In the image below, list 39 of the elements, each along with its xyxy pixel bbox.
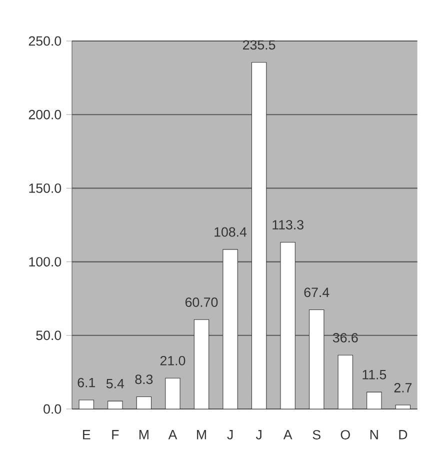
bar [309, 310, 324, 409]
bar [165, 378, 180, 409]
y-tick-label: 0.0 [44, 404, 62, 414]
x-tick-label: D [399, 430, 408, 440]
x-tick-label: O [340, 430, 350, 440]
bar [194, 319, 210, 409]
data-label: 2.7 [394, 383, 412, 392]
bar [222, 249, 238, 409]
data-label: 113.3 [272, 220, 304, 230]
bar [338, 354, 353, 409]
bar [280, 242, 296, 409]
x-tick-label: M [197, 430, 206, 440]
y-tick-label: 100.0 [29, 257, 62, 267]
x-tick-label: J [227, 430, 233, 440]
data-label: 11.5 [362, 370, 386, 380]
data-label: 67.4 [304, 288, 330, 298]
data-label: 5.4 [106, 379, 124, 388]
y-tick-label: 50.0 [36, 330, 62, 340]
x-tick-label: E [83, 430, 90, 440]
data-label: 235.5 [243, 40, 276, 50]
bar [136, 396, 152, 409]
y-tick-label: 150.0 [29, 183, 62, 193]
data-label: 21.0 [160, 356, 186, 366]
bar [251, 62, 267, 409]
y-tick-label: 250.0 [28, 36, 62, 46]
data-label: 6.1 [78, 378, 96, 388]
x-tick-label: N [370, 430, 378, 440]
x-tick-label: M [139, 430, 148, 440]
x-tick-label: F [112, 430, 119, 440]
x-tick-label: S [312, 430, 320, 440]
data-label: 60.70 [185, 298, 218, 307]
x-tick-label: J [256, 430, 262, 440]
x-tick-label: A [283, 430, 292, 440]
bar [366, 392, 382, 409]
data-label: 36.6 [332, 332, 358, 342]
y-tick-label: 200.0 [28, 110, 62, 120]
data-label: 8.3 [135, 374, 153, 384]
x-tick-label: A [168, 430, 178, 440]
data-label: 108.4 [214, 227, 247, 237]
